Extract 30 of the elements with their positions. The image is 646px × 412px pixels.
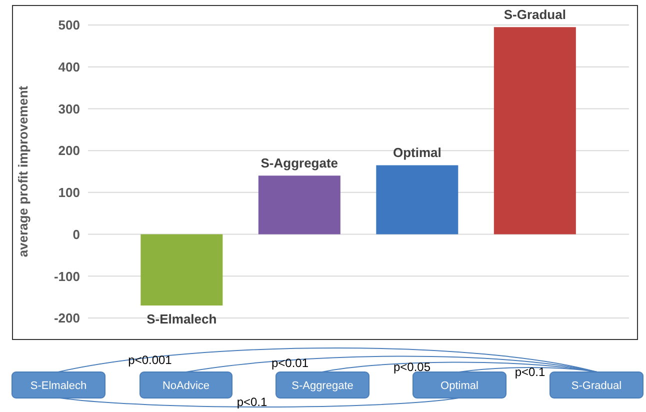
- y-axis-title: average profit improvement: [16, 85, 31, 258]
- x-tick-label: Optimal: [440, 380, 478, 392]
- text: S-Gradual: [504, 7, 566, 22]
- node-box: Optimal: [412, 372, 506, 398]
- annotation: S-Aggregate: [260, 156, 338, 171]
- text: p<0.1: [236, 395, 268, 409]
- x-tick-label: S-Gradual: [571, 380, 622, 392]
- bar: [140, 234, 223, 306]
- text: p<0.01: [271, 356, 309, 370]
- text: p<0.001: [128, 353, 172, 367]
- y-tick-label: 300: [58, 101, 80, 116]
- bar: [376, 165, 458, 234]
- annotation: Optimal: [392, 145, 442, 160]
- y-tick-label: 400: [58, 59, 80, 74]
- node-box: S-Elmalech: [12, 372, 106, 398]
- node-box: S-Gradual: [550, 372, 644, 398]
- y-tick-label: 100: [58, 185, 80, 200]
- y-tick-label: -200: [54, 310, 80, 326]
- text: p<0.05: [393, 360, 431, 374]
- y-tick-label: 0: [72, 226, 80, 242]
- node-box: NoAdvice: [140, 372, 232, 398]
- x-tick-label: S-Aggregate: [292, 380, 354, 392]
- x-tick-label: S-Elmalech: [146, 311, 217, 326]
- bar: [494, 27, 576, 234]
- node-box: S-Aggregate: [276, 372, 370, 398]
- y-tick-label: -100: [54, 268, 80, 284]
- y-tick-label: 500: [58, 18, 80, 33]
- text: p<0.1: [514, 365, 546, 379]
- y-tick-label: 200: [58, 143, 80, 158]
- bar: [258, 176, 340, 234]
